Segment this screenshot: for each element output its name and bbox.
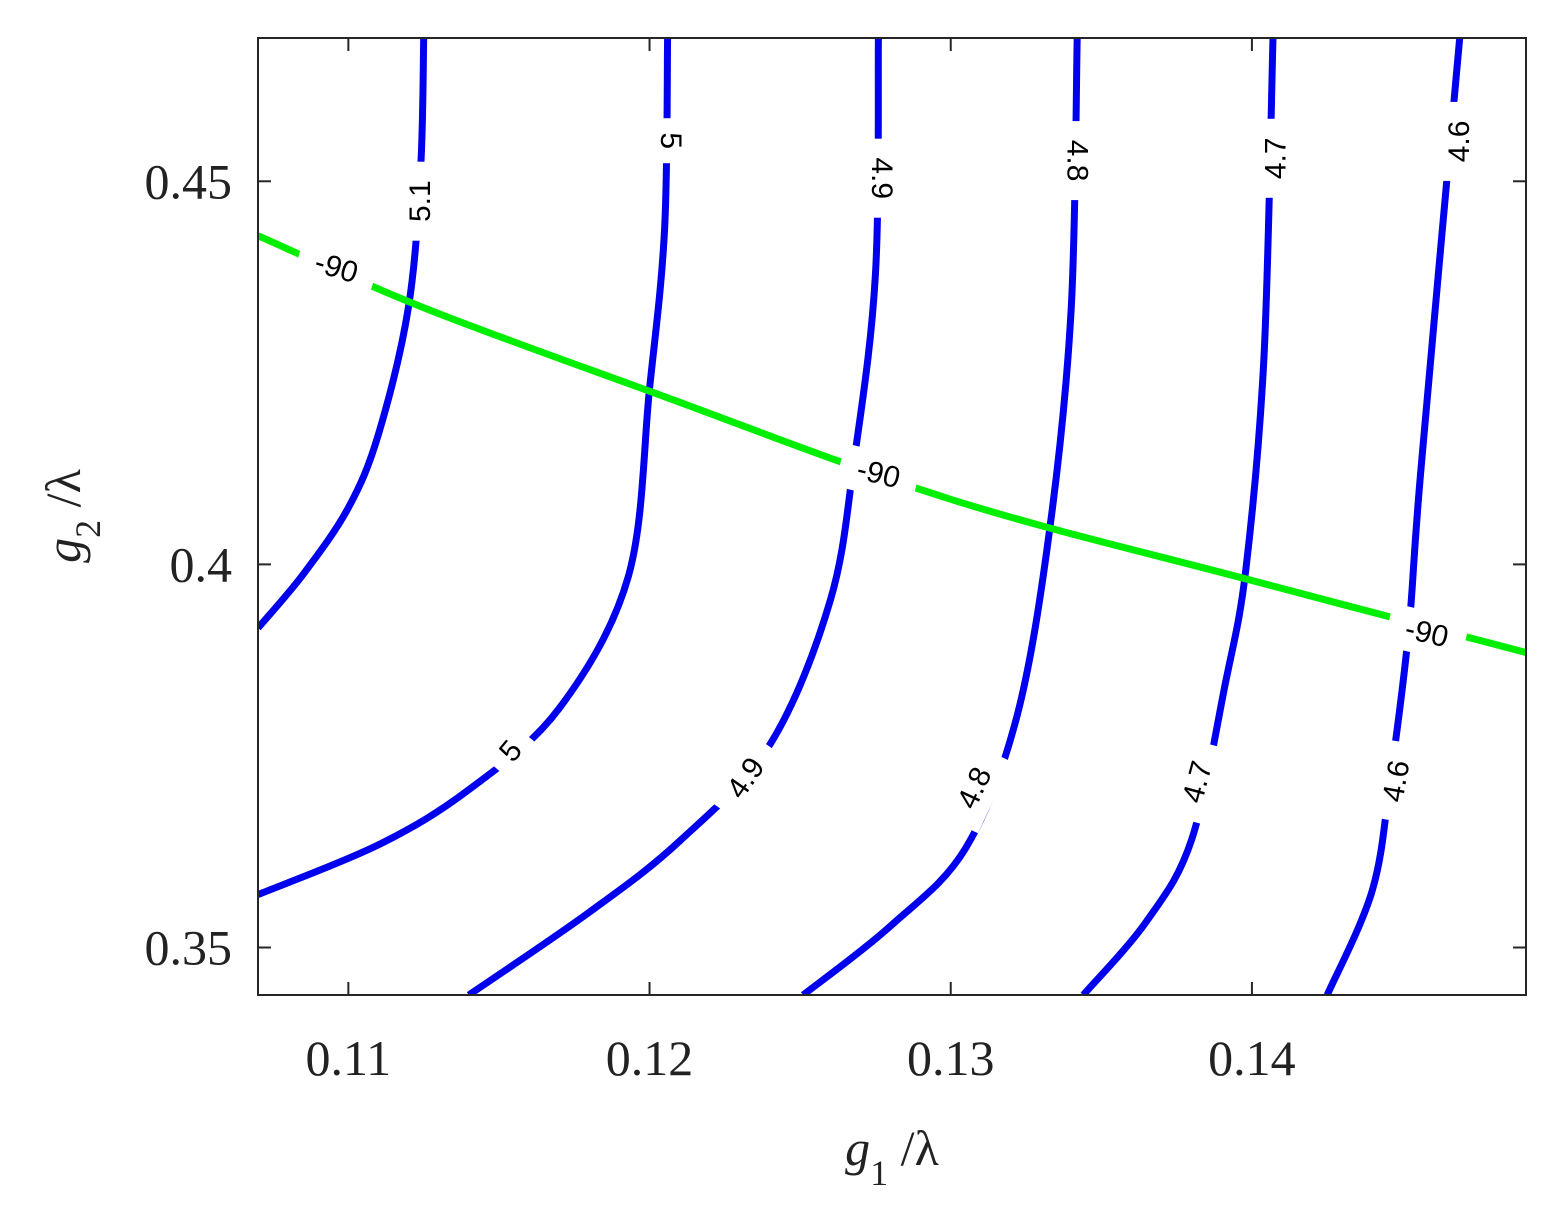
- y-axis-label: g2 /λ: [35, 469, 108, 563]
- axis-ticks: [258, 38, 1526, 995]
- contour-label-5-1: 4.6: [1443, 121, 1476, 163]
- contour-line-3: [800, 38, 1081, 995]
- x-tick-labels: 0.11 0.12 0.13 0.14: [306, 1030, 1296, 1086]
- x-tick-label-0: 0.11: [306, 1030, 392, 1086]
- contour-label-1-1: 5: [654, 132, 687, 149]
- y-tick-label-1: 0.4: [170, 536, 233, 592]
- x-axis-label: g1 /λ: [845, 1120, 939, 1193]
- contour-label-2-1: 4.9: [865, 157, 898, 199]
- contour-line-1: [258, 38, 672, 898]
- contour-line-6: [258, 232, 1526, 656]
- x-axis-suffix: /λ: [888, 1120, 939, 1176]
- contour-line-2: [466, 38, 882, 995]
- contour-label-4-1: 4.7: [1260, 137, 1293, 179]
- contour-line-4: [1080, 38, 1277, 995]
- contour-label-0-0: 5.1: [404, 180, 437, 222]
- y-tick-label-0: 0.35: [145, 919, 233, 975]
- y-axis-subscript: 2: [68, 520, 108, 538]
- x-axis-symbol: g: [845, 1120, 870, 1176]
- x-tick-label-1: 0.12: [606, 1030, 694, 1086]
- y-axis-suffix: /λ: [35, 469, 91, 520]
- x-tick-label-3: 0.14: [1208, 1030, 1296, 1086]
- contour-label-5-0: 4.6: [1377, 758, 1417, 805]
- plot-frame: [257, 37, 1527, 996]
- contour-label-3-1: 4.8: [1061, 140, 1094, 182]
- contour-line-0: [258, 38, 428, 631]
- x-tick-label-2: 0.13: [907, 1030, 995, 1086]
- x-axis-subscript: 1: [870, 1153, 888, 1193]
- contour-line-5: [1323, 38, 1464, 995]
- y-tick-label-2: 0.45: [145, 153, 233, 209]
- y-tick-labels: 0.35 0.4 0.45: [145, 153, 233, 975]
- y-axis-symbol: g: [35, 538, 91, 563]
